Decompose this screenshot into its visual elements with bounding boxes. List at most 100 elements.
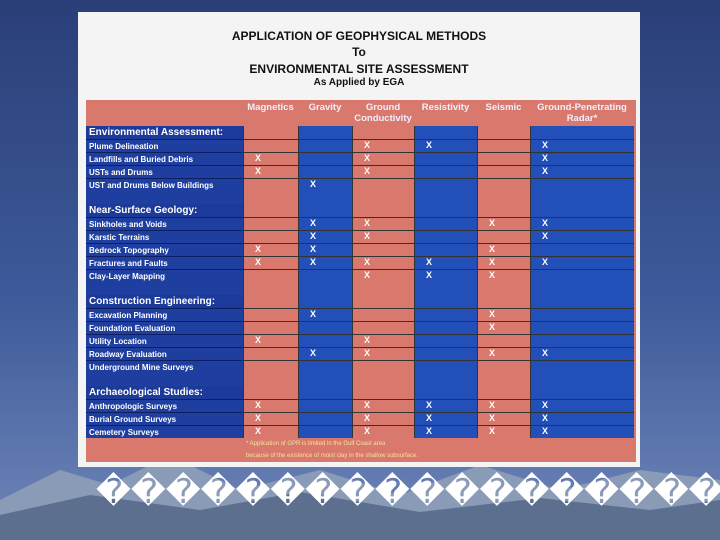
column-bg <box>414 126 477 438</box>
row-label: Plume Delineation <box>86 139 243 152</box>
column-header: Ground Conductivity <box>354 102 412 124</box>
x-mark: X <box>488 270 495 280</box>
x-mark: X <box>541 140 548 150</box>
x-mark: X <box>254 153 261 163</box>
row-label: Karstic Terrains <box>86 230 243 243</box>
section-header: Construction Engineering: <box>86 295 243 308</box>
column-header: Seismic <box>485 102 522 113</box>
row-line <box>243 256 634 257</box>
row-label: Foundation Evaluation <box>86 321 243 334</box>
row-line <box>243 165 634 166</box>
row-label: Excavation Planning <box>86 308 243 321</box>
x-mark: X <box>363 166 370 176</box>
x-mark: X <box>254 257 261 267</box>
x-mark: X <box>309 257 316 267</box>
x-mark: X <box>309 179 316 189</box>
row-line <box>243 243 634 244</box>
column-header: Ground-Penetrating Radar* <box>537 102 627 124</box>
x-mark: X <box>541 413 548 423</box>
row-line <box>243 321 634 322</box>
row-line <box>243 412 634 413</box>
row-line <box>243 230 634 231</box>
x-mark: X <box>488 257 495 267</box>
x-mark: X <box>363 270 370 280</box>
x-mark: X <box>254 413 261 423</box>
column-bg <box>298 126 352 438</box>
row-line <box>243 399 634 400</box>
title-line: ENVIRONMENTAL SITE ASSESSMENT <box>249 62 469 76</box>
x-mark: X <box>425 257 432 267</box>
x-mark: X <box>309 231 316 241</box>
x-mark: X <box>254 244 261 254</box>
x-mark: X <box>541 166 548 176</box>
x-mark: X <box>363 140 370 150</box>
row-line <box>243 308 634 309</box>
x-mark: X <box>254 335 261 345</box>
title-line: As Applied by EGA <box>313 77 405 88</box>
x-mark: X <box>541 218 548 228</box>
row-label: Bedrock Topography <box>86 243 243 256</box>
row-label: Burial Ground Surveys <box>86 412 243 425</box>
x-mark: X <box>488 413 495 423</box>
row-line <box>243 217 634 218</box>
section-header: Near-Surface Geology: <box>86 204 243 217</box>
row-label: Fractures and Faults <box>86 256 243 269</box>
row-label: Underground Mine Surveys <box>86 360 243 373</box>
spacer <box>86 373 243 386</box>
x-mark: X <box>363 231 370 241</box>
x-mark: X <box>541 257 548 267</box>
row-line <box>243 347 634 348</box>
x-mark: X <box>254 166 261 176</box>
row-line <box>243 152 634 153</box>
x-mark: X <box>309 218 316 228</box>
x-mark: X <box>488 244 495 254</box>
column-header: Gravity <box>308 102 342 113</box>
x-mark: X <box>363 335 370 345</box>
footnote-bg <box>86 438 636 462</box>
row-label: UST and Drums Below Buildings <box>86 178 243 191</box>
x-mark: X <box>488 400 495 410</box>
x-mark: X <box>309 348 316 358</box>
row-label: Sinkholes and Voids <box>86 217 243 230</box>
column-header: Resistivity <box>421 102 470 113</box>
row-label: Anthropologic Surveys <box>86 399 243 412</box>
x-mark: X <box>425 413 432 423</box>
row-label: Clay-Layer Mapping <box>86 269 243 282</box>
x-mark: X <box>363 257 370 267</box>
row-line <box>243 425 634 426</box>
x-mark: X <box>363 400 370 410</box>
row-label: Roadway Evaluation <box>86 347 243 360</box>
row-label: Cemetery Surveys <box>86 425 243 438</box>
x-mark: X <box>425 400 432 410</box>
x-mark: X <box>254 426 261 436</box>
mountains-front <box>0 492 720 540</box>
row-line <box>243 139 634 140</box>
x-mark: X <box>309 309 316 319</box>
x-mark: X <box>309 244 316 254</box>
x-mark: X <box>541 348 548 358</box>
x-mark: X <box>488 322 495 332</box>
x-mark: X <box>363 413 370 423</box>
x-mark: X <box>488 348 495 358</box>
x-mark: X <box>254 400 261 410</box>
x-mark: X <box>541 426 548 436</box>
x-mark: X <box>363 348 370 358</box>
x-mark: X <box>488 426 495 436</box>
x-mark: X <box>541 231 548 241</box>
x-mark: X <box>363 153 370 163</box>
caption: ���������������������������� <box>96 473 720 511</box>
row-label: USTs and Drums <box>86 165 243 178</box>
column-bg <box>477 126 530 438</box>
section-header: Environmental Assessment: <box>86 126 243 139</box>
row-line <box>243 360 634 361</box>
row-label: Landfills and Buried Debris <box>86 152 243 165</box>
x-mark: X <box>425 426 432 436</box>
column-header: Magnetics <box>247 102 294 113</box>
title-line: To <box>352 45 366 59</box>
spacer <box>86 282 243 295</box>
spacer <box>86 191 243 204</box>
x-mark: X <box>488 218 495 228</box>
row-line <box>243 334 634 335</box>
x-mark: X <box>541 153 548 163</box>
